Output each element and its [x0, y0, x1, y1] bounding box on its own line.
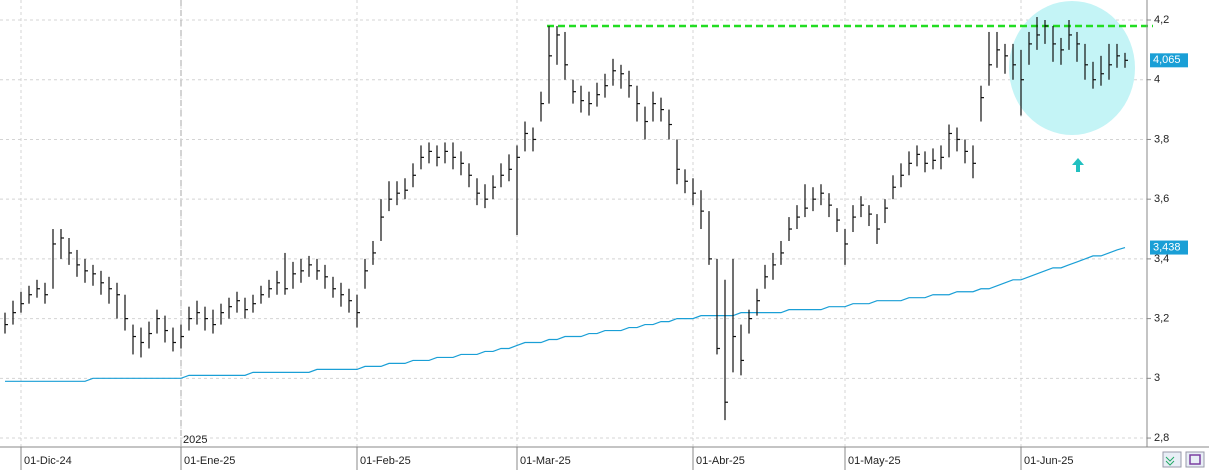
x-tick-label: 01-Feb-25	[360, 455, 411, 467]
price-label: 3,438	[1153, 241, 1181, 253]
price-label-box	[1150, 240, 1188, 255]
arrow-up	[1072, 158, 1084, 172]
price-label-box	[1150, 53, 1188, 68]
year-annotation: 2025	[183, 434, 207, 446]
y-tick-label: 3,6	[1154, 193, 1169, 205]
x-tick-label: 01-Jun-25	[1024, 455, 1074, 467]
y-tick-label: 3,2	[1154, 313, 1169, 325]
y-tick-label: 4	[1154, 74, 1160, 86]
zoom-icon	[1165, 456, 1175, 466]
y-tick-label: 3,4	[1154, 253, 1169, 265]
save-icon	[1189, 454, 1201, 465]
marks	[4, 17, 1153, 421]
x-tick-label: 01-May-25	[848, 455, 901, 467]
grid	[0, 0, 1147, 447]
x-tick-label: 01-Ene-25	[184, 455, 235, 467]
moving-average	[5, 246, 1126, 382]
price-label: 4,065	[1153, 54, 1181, 66]
x-tick-label: 01-Mar-25	[520, 455, 571, 467]
y-tick-label: 3	[1154, 372, 1160, 384]
highlight-circle	[1009, 1, 1135, 135]
y-tick-label: 4,2	[1154, 14, 1169, 26]
x-tick-label: 01-Dic-24	[24, 455, 72, 467]
axes: 2,8 3 3,2 3,4 3,6 3,8 4 4,2 01-Dic-24 01-Ene-25 01…	[20, 14, 1188, 470]
x-tick-label: 01-Abr-25	[696, 455, 745, 467]
y-tick-label: 2,8	[1154, 432, 1169, 444]
y-tick-label: 3,8	[1154, 133, 1169, 145]
